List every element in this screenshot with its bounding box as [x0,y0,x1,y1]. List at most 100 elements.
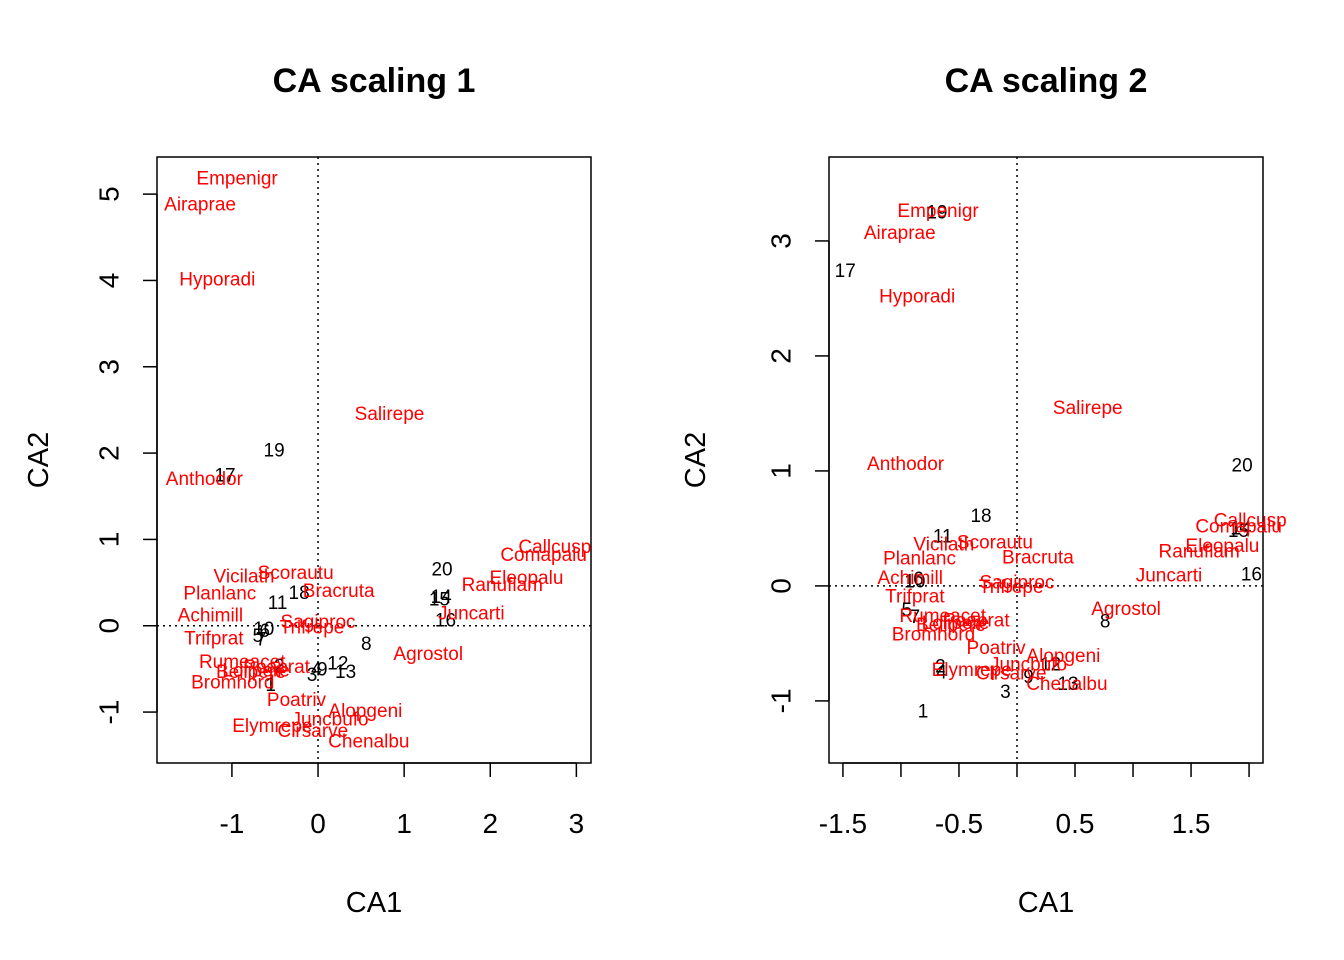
site-label: 2 [935,657,946,678]
species-label: Trifprat [885,586,945,607]
species-label: Hyporadi [179,269,255,290]
site-label: 14 [431,587,453,608]
y-tick-label: 5 [93,186,124,202]
species-label: Empenigr [897,201,979,222]
chart-title: CA scaling 2 [945,62,1148,100]
site-label: 7 [256,629,267,650]
x-tick-label: -1 [219,808,244,839]
site-label: 18 [289,583,310,604]
species-label: Planlanc [183,584,256,605]
site-label: 16 [1241,565,1262,586]
site-label: 9 [317,660,328,681]
species-label: Bellpere [916,615,986,636]
site-label: 5 [901,600,912,621]
species-label: Chenalbu [1026,674,1107,695]
species-label: Vicilath [214,566,275,587]
y-tick-label: 2 [765,348,796,364]
species-label: Juncbufo [990,654,1067,675]
species-label: Hyporadi [879,286,955,307]
x-tick-label: -0.5 [935,808,983,839]
site-label: 2 [274,656,285,677]
site-label: 5 [252,626,263,647]
x-axis-label: CA1 [1018,887,1074,919]
site-label: 12 [1040,654,1061,675]
species-label: Bracruta [1002,547,1074,568]
species-label: Anthodor [166,469,244,490]
site-label: 18 [970,506,991,527]
site-label: 6 [913,569,924,590]
site-label: 17 [835,261,856,282]
species-label: Lolipere [222,661,290,682]
species-label: Cirsarve [277,721,348,742]
species-label: Sagiproc [281,612,356,633]
species-label: Salirepe [355,404,425,425]
x-tick-label: 2 [482,808,498,839]
species-label: Comapalu [1195,516,1282,537]
x-tick-label: -1.5 [819,808,867,839]
species-label: Chenalbu [328,731,409,752]
site-label: 19 [264,440,285,461]
species-label: Elymrepe [232,716,312,737]
x-tick-label: 1.5 [1172,808,1211,839]
species-label: Eleopalu [1185,536,1259,557]
y-tick-label: 3 [765,233,796,249]
site-label: 19 [926,202,947,223]
y-tick-label: 0 [93,618,124,634]
site-label: 3 [1000,682,1011,703]
species-label: Achimill [178,605,243,626]
x-tick-label: 0.5 [1056,808,1095,839]
species-label: Juncbufo [292,710,369,731]
species-label: Poatriv [267,690,327,711]
species-label: Elymrepe [932,660,1012,681]
site-label: 15 [1228,521,1249,542]
y-tick-label: 0 [765,578,796,594]
chart-title: CA scaling 1 [273,62,476,100]
panel-ca-scaling-2: CA scaling 2 CA1 CA2 -1.5 -0.5 0.5 1.5-1012… [680,62,1287,919]
species-label: Poaprat [943,611,1010,632]
site-label: 14 [1230,519,1252,540]
y-tick-label: 3 [93,359,124,375]
site-label: 11 [933,527,953,548]
site-label: 8 [1100,612,1111,633]
species-label: Agrostol [393,644,463,665]
site-label: 15 [429,590,450,611]
species-label: Airaprae [864,223,936,244]
species-label: Sagiproc [979,573,1054,594]
site-label: 6 [259,621,270,642]
y-tick-label: 1 [93,532,124,548]
species-label: Bellpere [216,662,286,683]
species-label: Airaprae [164,194,236,215]
species-label: Juncarti [438,604,505,625]
species-label: Lolipere [922,613,990,634]
species-label: Trifprat [184,629,244,650]
species-label: Poatriv [967,638,1027,659]
species-label: Cirsarve [976,663,1047,684]
site-label: 13 [1057,674,1078,695]
species-label: Bromhord [892,624,975,645]
site-label: 20 [431,560,452,581]
x-tick-label: 0 [310,808,326,839]
species-label: Trifrepe [979,577,1044,598]
species-label: Comapalu [500,545,587,566]
site-label: 12 [327,654,348,675]
site-label: 17 [214,465,235,486]
site-label: 1 [265,675,276,696]
species-label: Callcusp [1214,511,1287,532]
site-label: 13 [335,662,356,683]
species-label: Achimill [878,568,943,589]
species-label: Ranuflam [1159,542,1240,563]
species-label: Anthodor [867,454,945,475]
species-label: Rumeacet [899,606,986,627]
species-label: Eleopalu [489,568,563,589]
site-label: 7 [910,607,921,628]
site-label: 8 [361,634,372,655]
species-label: Callcusp [518,537,591,558]
y-axis-label: CA2 [23,432,55,488]
species-label: Bracruta [303,581,375,602]
species-label: Agrostol [1091,599,1161,620]
species-label: Vicilath [913,535,974,556]
